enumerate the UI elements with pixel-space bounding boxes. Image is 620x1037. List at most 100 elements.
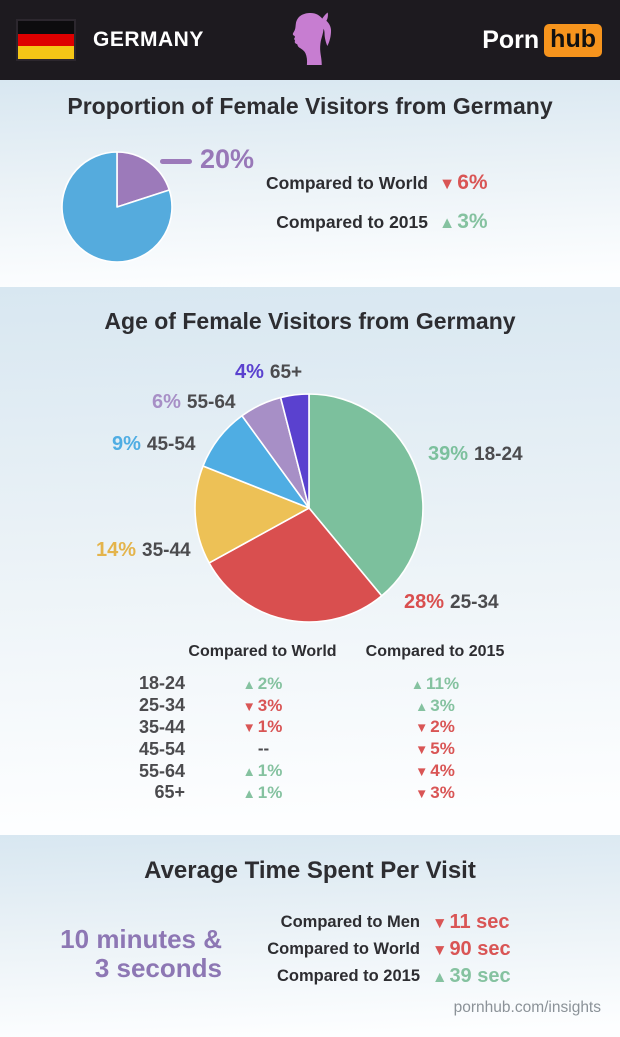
world-trend-cell: ▼ 3% bbox=[185, 696, 340, 716]
age-group-label: 55-64 bbox=[138, 760, 185, 781]
trend-triangle-icon: ▼ bbox=[415, 785, 429, 801]
age-group-label: 25-34 bbox=[138, 695, 185, 716]
slice-percent: 28% bbox=[404, 591, 445, 613]
table-row: 55-64 ▲ 1% ▼ 4% bbox=[0, 760, 530, 782]
down-triangle-icon: ▼ bbox=[432, 942, 448, 959]
y2015-trend-cell: ▼ 4% bbox=[340, 761, 530, 781]
comparison-row: Compared to World ▼ 90 sec bbox=[170, 936, 570, 963]
comparison-row: Compared to Men ▼ 11 sec bbox=[170, 909, 570, 936]
table-row: 35-44 ▼ 1% ▼ 2% bbox=[0, 717, 530, 739]
slice-label-45-54: 9% 45-54 bbox=[112, 433, 196, 456]
slice-percent: 4% bbox=[235, 361, 264, 383]
slice-range: 35-44 bbox=[142, 540, 191, 561]
comparison-number: 3% bbox=[457, 210, 488, 233]
y2015-trend-cell: ▲ 11% bbox=[340, 674, 530, 694]
flag-gold-stripe bbox=[18, 46, 74, 60]
age-group-label: 18-24 bbox=[138, 673, 185, 694]
world-trend-cell: ▼ 1% bbox=[185, 717, 340, 737]
insights-link[interactable]: pornhub.com/insights bbox=[453, 999, 601, 1016]
duration-line-1: 10 minutes & bbox=[60, 924, 222, 954]
leader-line bbox=[160, 159, 192, 164]
age-pie-chart bbox=[194, 393, 424, 623]
slice-range: 25-34 bbox=[450, 592, 499, 613]
comparison-value: ▼ 90 sec bbox=[432, 938, 562, 961]
slice-range: 45-54 bbox=[146, 434, 196, 455]
comparison-value: ▲ 39 sec bbox=[432, 965, 562, 988]
table-row: 25-34 ▼ 3% ▲ 3% bbox=[0, 695, 530, 717]
slice-range: 55-64 bbox=[186, 392, 236, 413]
female-silhouette-icon bbox=[292, 12, 332, 66]
y2015-trend-cell: ▼ 5% bbox=[340, 739, 530, 759]
trend-number: 2% bbox=[257, 673, 283, 693]
table-row: 18-24 ▲ 2% ▲ 11% bbox=[0, 673, 530, 695]
trend-number: 4% bbox=[430, 761, 455, 781]
comparison-label: Compared to 2015 bbox=[276, 967, 420, 985]
y2015-trend-cell: ▲ 3% bbox=[340, 696, 530, 716]
time-title: Average Time Spent Per Visit bbox=[144, 857, 476, 884]
world-trend-cell: -- bbox=[185, 739, 340, 759]
trend-number: 5% bbox=[430, 739, 455, 759]
slice-label-18-24: 39% 18-24 bbox=[428, 443, 523, 466]
age-group-label: 45-54 bbox=[138, 738, 185, 759]
trend-triangle-icon: ▲ bbox=[415, 698, 429, 714]
comparison-number: 11 sec bbox=[449, 911, 510, 933]
trend-triangle-icon: ▼ bbox=[242, 720, 256, 736]
trend-triangle-icon: ▲ bbox=[242, 676, 256, 692]
trend-number: 3% bbox=[430, 782, 455, 802]
trend-number: 11% bbox=[426, 673, 460, 693]
trend-number: 3% bbox=[257, 695, 283, 715]
comparison-number: 6% bbox=[457, 171, 488, 194]
comparison-value: ▲3% bbox=[439, 210, 559, 234]
table-row: 65+ ▲ 1% ▼ 3% bbox=[0, 782, 530, 804]
slice-label-55-64: 6% 55-64 bbox=[152, 391, 236, 414]
comparison-label: Compared to World bbox=[267, 940, 420, 958]
slice-percent: 14% bbox=[96, 539, 137, 561]
pie-percentage-label: 20% bbox=[200, 144, 255, 174]
trend-triangle-icon: ▲ bbox=[242, 785, 256, 801]
logo-porn-text: Porn bbox=[482, 25, 540, 54]
slice-label-25-34: 28% 25-34 bbox=[404, 591, 499, 614]
country-title: GERMANY bbox=[93, 28, 204, 51]
comparison-row: Compared to World ▼6% bbox=[230, 169, 570, 197]
slice-percent: 6% bbox=[152, 391, 181, 413]
slice-percent: 9% bbox=[112, 433, 141, 455]
section-time: Average Time Spent Per Visit 10 minutes … bbox=[0, 835, 620, 1037]
flag-red-stripe bbox=[18, 33, 74, 47]
flag-black-stripe bbox=[18, 21, 74, 34]
logo-hub-badge: hub bbox=[544, 23, 602, 57]
proportion-comparisons: Compared to World ▼6% Compared to 2015 ▲… bbox=[230, 169, 570, 247]
up-triangle-icon: ▲ bbox=[439, 214, 456, 232]
germany-flag-icon bbox=[16, 19, 76, 61]
average-duration: 10 minutes & 3 seconds bbox=[30, 925, 222, 983]
proportion-pie-chart bbox=[61, 151, 173, 263]
column-header-2015: Compared to 2015 bbox=[365, 643, 505, 660]
comparison-value: ▼6% bbox=[439, 171, 559, 195]
trend-triangle-icon: ▲ bbox=[410, 676, 425, 692]
trend-number: 1% bbox=[257, 782, 283, 802]
trend-triangle-icon: ▲ bbox=[242, 764, 256, 780]
header-spacer bbox=[0, 643, 185, 661]
down-triangle-icon: ▼ bbox=[439, 175, 456, 193]
comparison-label: Compared to World bbox=[265, 172, 428, 193]
world-trend-cell: ▲ 2% bbox=[185, 674, 340, 694]
slice-label-65plus: 4% 65+ bbox=[235, 361, 302, 384]
time-comparisons: Compared to Men ▼ 11 sec Compared to Worl… bbox=[170, 909, 570, 990]
trend-triangle-icon: ▼ bbox=[415, 742, 429, 758]
section-age: Age of Female Visitors from Germany 39% 1… bbox=[0, 287, 620, 835]
comparison-label: Compared to Men bbox=[280, 913, 420, 931]
proportion-title: Proportion of Female Visitors from Germa… bbox=[67, 93, 553, 119]
trend-triangle-icon: ▼ bbox=[415, 764, 429, 780]
duration-line-2: 3 seconds bbox=[94, 953, 222, 983]
up-triangle-icon: ▲ bbox=[432, 969, 448, 986]
age-comparison-table: Compared to World Compared to 2015 18-24… bbox=[0, 643, 530, 804]
comparison-value: ▼ 11 sec bbox=[432, 911, 562, 934]
pornhub-logo: Porn hub bbox=[482, 0, 602, 80]
trend-triangle-icon: ▼ bbox=[415, 720, 429, 736]
age-group-label: 35-44 bbox=[138, 716, 185, 737]
comparison-number: 90 sec bbox=[449, 938, 511, 960]
table-header-row: Compared to World Compared to 2015 bbox=[0, 643, 530, 661]
slice-percent: 39% bbox=[428, 443, 469, 465]
down-triangle-icon: ▼ bbox=[432, 915, 448, 932]
world-trend-cell: ▲ 1% bbox=[185, 761, 340, 781]
